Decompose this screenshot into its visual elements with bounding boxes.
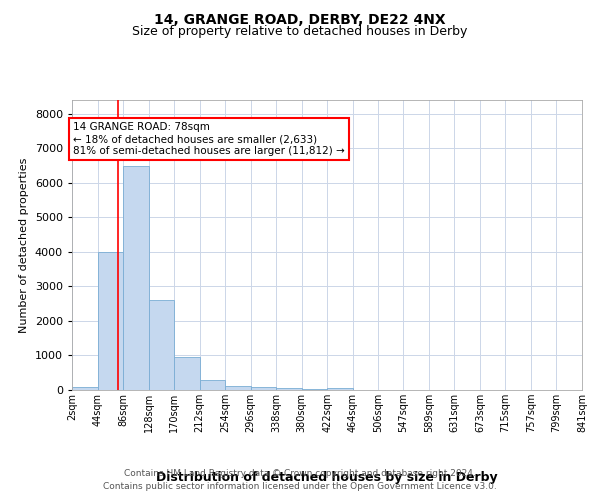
Y-axis label: Number of detached properties: Number of detached properties: [19, 158, 29, 332]
X-axis label: Distribution of detached houses by size in Derby: Distribution of detached houses by size …: [156, 471, 498, 484]
Bar: [328, 388, 353, 390]
Bar: [251, 387, 276, 390]
Bar: [200, 380, 225, 390]
Bar: [276, 388, 302, 390]
Bar: [225, 386, 251, 390]
Text: Contains public sector information licensed under the Open Government Licence v3: Contains public sector information licen…: [103, 482, 497, 491]
Bar: [302, 389, 328, 390]
Bar: [98, 252, 123, 390]
Bar: [72, 386, 98, 390]
Bar: [123, 166, 149, 390]
Text: Size of property relative to detached houses in Derby: Size of property relative to detached ho…: [133, 25, 467, 38]
Text: 14, GRANGE ROAD, DERBY, DE22 4NX: 14, GRANGE ROAD, DERBY, DE22 4NX: [154, 12, 446, 26]
Bar: [149, 300, 174, 390]
Text: Contains HM Land Registry data © Crown copyright and database right 2024.: Contains HM Land Registry data © Crown c…: [124, 468, 476, 477]
Text: 14 GRANGE ROAD: 78sqm
← 18% of detached houses are smaller (2,633)
81% of semi-d: 14 GRANGE ROAD: 78sqm ← 18% of detached …: [73, 122, 345, 156]
Bar: [174, 357, 200, 390]
